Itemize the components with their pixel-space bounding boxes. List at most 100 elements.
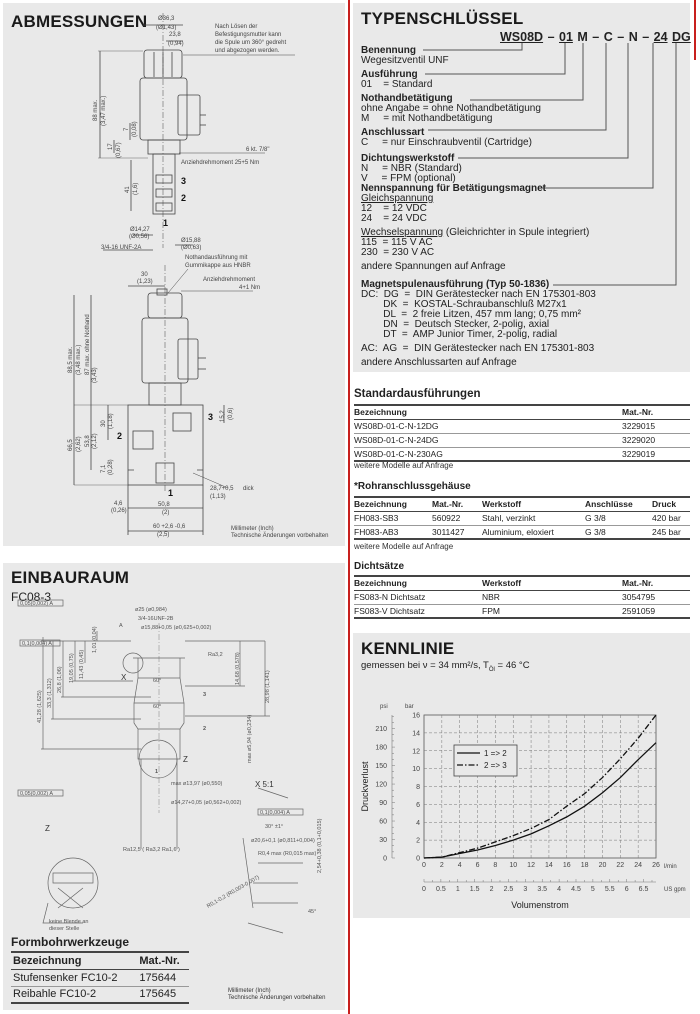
code-sep: – — [617, 30, 625, 44]
cavity-drawing: ø25 (ø0,984) 3/4-16UNF-2B ø15,88+0,05 (ø… — [17, 599, 323, 934]
cell: 3229015 — [622, 419, 690, 434]
dim-label: ø14,27+0,05 (ø0,562+0,002) — [171, 800, 241, 806]
section-heading: Ausführung — [361, 69, 418, 80]
gpm-tick-label: 5.5 — [605, 886, 615, 893]
section-line: ohne Angabe = ohne Nothandbetätigung — [361, 103, 541, 114]
y-tick-label: 8 — [416, 784, 420, 791]
dim-label: 3/4-16 UNF-2A — [101, 245, 141, 251]
x-tick-label: 24 — [634, 862, 642, 869]
roughness-label: Ra3,2 — [208, 652, 223, 658]
note-line: dieser Stelle — [49, 926, 79, 932]
dim-label: (1,18) — [108, 413, 114, 429]
datum-label: A — [119, 623, 123, 629]
x-tick-label: 26 — [652, 862, 660, 869]
gpm-tick-label: 0.5 — [436, 886, 446, 893]
column-divider — [348, 0, 350, 1014]
section-heading: Benennung — [361, 45, 416, 56]
dim-label: 41 — [125, 186, 131, 193]
angle-label: 45° — [308, 909, 316, 915]
dim-label: 28,98 (1,141) — [265, 670, 271, 703]
angle-label: 30° ±1° — [265, 824, 283, 830]
code-sep: – — [642, 30, 650, 44]
section-line: (Gleichrichter in Spule integriert) — [443, 227, 590, 238]
port-label: 3 — [208, 412, 213, 422]
dim-label: ø15,88+0,05 (ø0,625+0,002) — [141, 625, 211, 631]
legend-label: 2 => 3 — [484, 761, 507, 770]
x-tick-label: 14 — [545, 862, 553, 869]
footer-line: Millimeter (Inch) — [228, 988, 271, 994]
y-tick-label: 16 — [412, 713, 420, 720]
y-tick-label: 14 — [412, 730, 420, 737]
dim-label: 87 max. ohne Nothand — [85, 314, 91, 375]
subheading: Gleichspannung — [361, 193, 434, 204]
gpm-tick-label: 3.5 — [537, 886, 547, 893]
table-row: WS08D-01-C-N-24DG 3229020 — [354, 433, 690, 448]
dim-label: (0,26) — [111, 508, 127, 514]
code-part: N — [628, 30, 638, 44]
dim-label: 4,6 — [114, 501, 123, 507]
note-line: keine Blende an — [49, 919, 88, 925]
dim-label: (Ø0,56) — [129, 234, 149, 240]
section-line: V = FPM (optional) — [361, 173, 456, 184]
edge-marker — [694, 0, 696, 60]
cell: G 3/8 — [585, 511, 652, 526]
gpm-tick-label: 2.5 — [504, 886, 514, 893]
anschluss-section: Anschlussart C = nur Einschraubventil (C… — [361, 128, 532, 148]
x-tick-label: 8 — [493, 862, 497, 869]
x-tick-label: 16 — [563, 862, 571, 869]
dim-label: 23,8 — [169, 32, 181, 38]
einbauraum-title: EINBAURAUM — [11, 568, 130, 587]
table-row: FH083-AB3 3011427 Aluminium, eloxiert G 3/8… — [354, 525, 690, 540]
gpm-tick-label: 3 — [523, 886, 527, 893]
note-line: Nothandausführung mit — [185, 255, 248, 261]
section-line: DN = Deutsch Stecker, 2-polig, axial — [361, 319, 550, 330]
y-tick-label: 2 — [416, 838, 420, 845]
cell: 3229020 — [622, 433, 690, 448]
dim-label: (3,48 max.) — [76, 345, 82, 375]
angle-label: 60° — [153, 704, 161, 710]
standard-note: weitere Modelle auf Anfrage — [354, 461, 454, 470]
gpm-tick-label: 1 — [456, 886, 460, 893]
dim-label: (0,28) — [108, 459, 114, 475]
section-line: Wegesitzventil UNF — [361, 55, 449, 66]
dim-label: 53,8 — [85, 435, 91, 447]
cell: 420 bar — [652, 511, 690, 526]
cell: WS08D-01-C-N-230AG — [354, 447, 622, 462]
section-line: DT = AMP Junior Timer, 2-polig, radial — [361, 329, 558, 340]
gpm-tick-label: 0 — [422, 886, 426, 893]
dim-label: (1,6) — [133, 183, 139, 195]
dim-label: 30 — [101, 420, 107, 427]
dim-label: 41,28 (1,625) — [37, 690, 43, 723]
port-label: 2 — [181, 193, 186, 203]
table-row: WS08D-01-C-N-12DG 3229015 — [354, 419, 690, 434]
code-connectors — [423, 43, 677, 286]
section-line: andere Anschlussarten auf Anfrage — [361, 357, 517, 368]
gpm-tick-label: 4 — [557, 886, 561, 893]
cell: 175644 — [137, 969, 189, 987]
dim-label: (0,08) — [132, 121, 138, 137]
x-tick-label: 0 — [422, 862, 426, 869]
dim-label: ø25 (ø0,984) — [135, 607, 167, 613]
y-tick-label: 6 — [416, 802, 420, 809]
dim-label: dick — [243, 486, 255, 492]
gpm-tick-label: 6 — [625, 886, 629, 893]
code-part: 24 — [653, 30, 668, 44]
section-line: N = NBR (Standard) — [361, 163, 462, 174]
cell: Reibahle FC10-2 — [11, 986, 138, 1004]
gpm-tick-label: 4.5 — [571, 886, 581, 893]
section-line: 24 = 24 VDC — [361, 213, 427, 224]
section-line: andere Spannungen auf Anfrage — [361, 261, 506, 272]
cell: NBR — [482, 590, 622, 605]
column-header: Werkstoff — [482, 496, 585, 512]
column-header: Bezeichnung — [354, 404, 622, 420]
note-line: und abgezogen werden. — [215, 48, 280, 54]
port-label: 3 — [181, 176, 186, 186]
dim-label: 1,01 (0,04) — [92, 626, 98, 653]
einbauraum-subtitle: FC08-3 — [11, 590, 52, 604]
port-label: 2 — [117, 431, 122, 441]
note-line: Gummikappe aus HNBR — [185, 263, 251, 269]
dim-label: 11,43 (0,45) — [79, 650, 85, 679]
section-line: 115 = 115 V AC — [361, 237, 433, 248]
table-header: Bezeichnung Mat.-Nr. — [11, 951, 189, 970]
subtitle-text: = 46 °C — [494, 660, 530, 671]
